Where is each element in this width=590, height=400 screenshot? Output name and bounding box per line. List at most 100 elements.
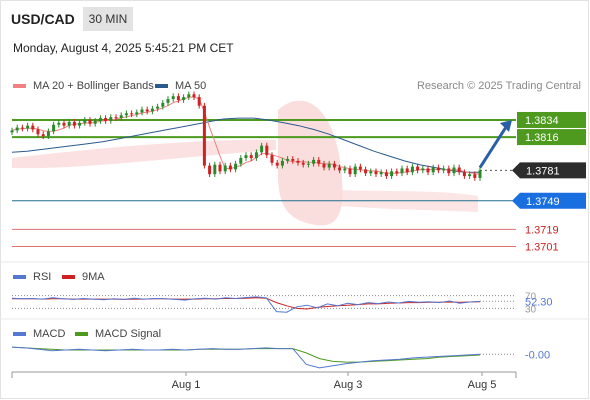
candle (182, 94, 186, 103)
candle-body (15, 127, 19, 131)
candle-body (280, 160, 284, 166)
candle-body (301, 162, 305, 165)
macd-signal-swatch (75, 332, 88, 336)
candle (384, 169, 388, 179)
candle-body (197, 97, 201, 106)
candle-body (119, 115, 123, 119)
candle-body (379, 172, 383, 175)
candle-body (228, 165, 232, 170)
candle-body (88, 119, 92, 124)
candle-body (317, 159, 321, 164)
candle (478, 167, 482, 181)
candle (46, 128, 50, 139)
candle-body (260, 145, 264, 153)
price-label-1-3816-box (517, 129, 586, 146)
candle (306, 160, 310, 168)
candle (374, 168, 378, 178)
candle-body (67, 121, 71, 126)
candle-body (275, 162, 279, 166)
candle (135, 109, 139, 118)
candle (171, 93, 175, 102)
candle-body (332, 163, 336, 168)
candle-body (322, 163, 326, 168)
candle-body (78, 122, 82, 126)
candle-body (223, 165, 227, 172)
candle (442, 165, 446, 174)
candle (275, 159, 279, 169)
candle (291, 156, 295, 164)
candle (67, 119, 71, 129)
rsi-swatch (13, 275, 26, 279)
candle-body (176, 96, 180, 100)
candle (462, 169, 466, 179)
candle-body (265, 145, 269, 156)
candle-body (52, 124, 56, 132)
candle-body (145, 109, 149, 112)
candle-body (208, 165, 212, 175)
candle (93, 118, 97, 127)
candle-body (46, 131, 50, 137)
candle (72, 119, 76, 129)
bollinger-band-early (12, 139, 276, 169)
timeframe-button[interactable]: 30 MIN (83, 7, 133, 31)
legend-ma20-label: MA 20 + Bollinger Bands (33, 80, 154, 92)
candle (150, 105, 154, 115)
candle (260, 142, 264, 156)
candle-body (36, 129, 40, 135)
bollinger-layer (12, 100, 478, 226)
candle (254, 149, 258, 161)
datetime-label: Monday, August 4, 2025 5:45:21 PM CET (13, 41, 234, 55)
price-label-1-3701: 1.3701 (525, 241, 559, 253)
candle-body (296, 160, 300, 163)
candle-body (114, 117, 118, 119)
candle (416, 163, 420, 174)
candle-body (72, 121, 76, 126)
bollinger-band-spike (278, 100, 343, 226)
candle-body (338, 167, 342, 171)
candle-body (442, 168, 446, 171)
candle (296, 158, 300, 166)
candle (88, 117, 92, 127)
candle-body (83, 119, 87, 123)
candle-body (244, 155, 248, 159)
candle (78, 119, 82, 129)
candle-body (140, 109, 144, 113)
candle-body (400, 168, 404, 174)
candle-body (171, 96, 175, 100)
candle (353, 163, 357, 178)
candle (312, 157, 316, 167)
candle (452, 164, 456, 177)
legend-rsi-ma: 9MA (62, 271, 105, 283)
legend-ma50: MA 50 (155, 80, 206, 92)
candle-body (369, 171, 373, 174)
candle (202, 102, 206, 169)
candle-body (202, 105, 206, 166)
candle (249, 152, 253, 161)
candle (10, 127, 14, 136)
candle (358, 163, 362, 173)
rsi-line (11, 296, 481, 313)
candle-body (426, 168, 430, 173)
time-axis-layer: Aug 1 Aug 3 Aug 5 (11, 371, 517, 391)
macd-value-label: -0.00 (525, 349, 550, 361)
candle (301, 159, 305, 168)
candle (208, 162, 212, 178)
legend-macd-signal-label: MACD Signal (95, 328, 162, 340)
candle (410, 163, 414, 176)
candle-body (291, 158, 295, 161)
candle (395, 168, 399, 177)
candle (109, 114, 113, 124)
candle-body (384, 172, 388, 177)
price-label-1-3834: 1.3834 (525, 115, 559, 127)
candle (280, 158, 284, 169)
levels-layer (12, 118, 516, 247)
candle-body (130, 113, 134, 115)
macd-layer: -0.00 (11, 346, 550, 369)
candle-body (286, 158, 290, 161)
candle (322, 160, 326, 171)
rsi-value-label: 52.30 (525, 296, 553, 308)
candle (426, 165, 430, 176)
candle-body (312, 159, 316, 164)
